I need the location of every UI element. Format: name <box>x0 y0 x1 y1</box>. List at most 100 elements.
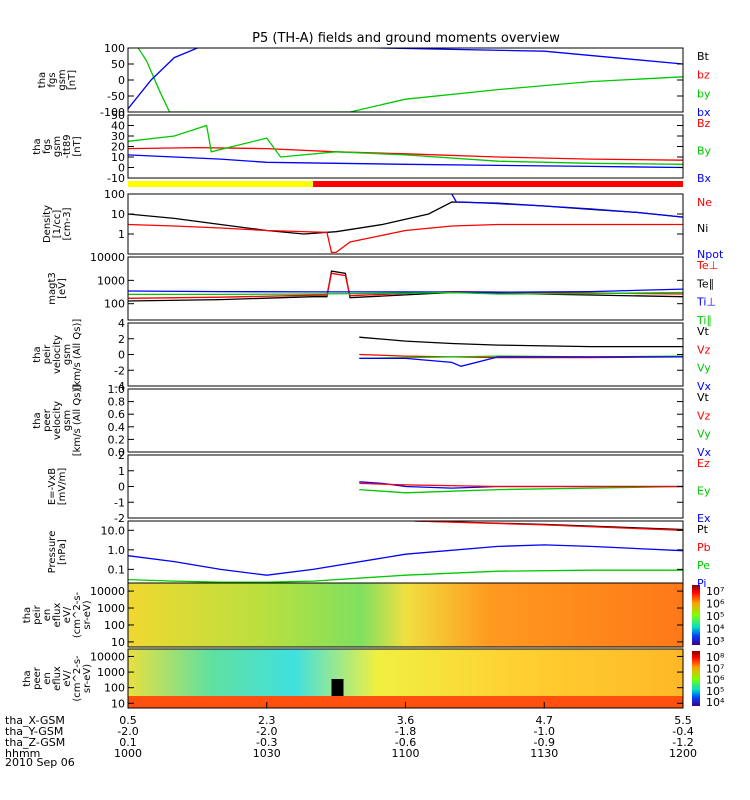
y-axis-label: eV/ <box>62 606 73 623</box>
y-axis-label: gsm <box>57 69 68 90</box>
y-tick-label: -2 <box>114 364 125 377</box>
legend-entry: Npot <box>697 248 724 261</box>
y-tick-label: 10000 <box>90 650 125 663</box>
series-line-Pe <box>128 569 683 583</box>
y-tick-label: 10000 <box>90 585 125 598</box>
legend-entry: Ex <box>697 512 711 525</box>
y-tick-label: 0.4 <box>108 421 126 434</box>
x-tick-label: 1030 <box>253 747 281 760</box>
colorbar-tick-label: 10⁵ <box>706 610 724 623</box>
panel-frame-fgs-gsm <box>127 47 684 113</box>
colorbar-peir-spectrogram <box>692 585 700 645</box>
series-group-fgs-gsm <box>128 48 683 112</box>
colorbar-tick-label: 10⁴ <box>706 623 725 636</box>
legend-entry: Vt <box>697 325 710 338</box>
y-tick-label: 10.0 <box>101 524 126 537</box>
y-tick-label: -100 <box>100 106 125 119</box>
quality-bar-good <box>128 181 313 187</box>
panel-frame-fgs-gse <box>127 114 684 179</box>
panel-frame-pressure <box>127 520 684 584</box>
y-axis-label: gsm <box>52 136 63 157</box>
y-axis-label: peir <box>42 344 53 364</box>
legend-entry: Ey <box>697 485 711 498</box>
y-tick-label: 100 <box>104 682 125 695</box>
y-axis-label: velocity <box>52 335 63 374</box>
series-line-Ne <box>128 223 683 254</box>
y-tick-label: 0.0 <box>108 446 126 459</box>
y-tick-label: 1000 <box>97 274 125 287</box>
y-tick-label: 10 <box>111 697 125 710</box>
y-axis-label: peer <box>32 666 43 690</box>
colorbar-tick-label: 10⁴ <box>706 696 725 709</box>
series-line-Ti⊥ <box>128 288 683 293</box>
legend-entry: Pt <box>697 523 709 536</box>
y-axis-label: Pressure <box>47 531 58 574</box>
y-tick-label: 1 <box>118 228 125 241</box>
y-tick-label: 100 <box>104 619 125 632</box>
y-axis-label: tha <box>37 72 48 88</box>
series-line-Pi <box>128 544 683 576</box>
legend-entry: Te⊥ <box>696 259 718 272</box>
legend-entry: Pe <box>697 559 710 572</box>
series-line-Ez <box>359 482 683 488</box>
y-tick-label: 10 <box>111 151 125 164</box>
spectrogram-peir-spectrogram <box>128 583 683 647</box>
legend-entry: Vx <box>697 380 712 393</box>
y-tick-label: 1.0 <box>108 383 126 396</box>
legend-entry: Ni <box>697 222 708 235</box>
x-tick-label: 1200 <box>669 747 697 760</box>
axes-layer <box>127 47 684 709</box>
series-line-Ti∥ <box>128 291 683 296</box>
legend-entry: Bt <box>697 50 710 63</box>
y-axis-label: tha <box>32 138 43 154</box>
y-tick-label: 1.0 <box>108 544 126 557</box>
panel-frame-peer-velocity <box>127 388 684 453</box>
y-axis-label: [nT] <box>72 136 83 156</box>
y-tick-label: 1000 <box>97 602 125 615</box>
series-line-Vt <box>359 336 683 348</box>
panel-frame-peir-velocity <box>127 322 684 387</box>
y-axis-label: en <box>42 609 53 622</box>
x-tick-label: 2.3 <box>258 714 276 727</box>
x-tick-label: -0.6 <box>395 736 416 749</box>
series-group-peir-velocity <box>359 336 683 367</box>
x-row-label: tha_X-GSM <box>5 714 65 727</box>
colorbar-peer-spectrogram <box>692 651 700 706</box>
series-line-Vx <box>359 356 683 367</box>
y-axis-label: velocity <box>52 401 63 440</box>
series-line-Ey <box>359 485 683 494</box>
y-tick-label: 2 <box>118 449 125 462</box>
x-tick-label: 1000 <box>114 747 142 760</box>
legend-entry: By <box>697 145 712 158</box>
y-tick-label: 100 <box>104 42 125 55</box>
x-row-label: tha_Y-GSM <box>5 725 63 738</box>
y-tick-label: 30 <box>111 130 125 143</box>
series-line-bx <box>128 48 683 110</box>
colorbar-tick-label: 10⁷ <box>706 585 724 598</box>
y-axis-label: [cm-3] <box>62 207 73 240</box>
y-tick-label: 20 <box>111 141 125 154</box>
colorbar-tick-label: 10⁷ <box>706 662 724 675</box>
x-tick-label: 0.5 <box>119 714 137 727</box>
x-tick-label: -1.0 <box>534 725 555 738</box>
series-group-fgs-gse <box>128 124 683 169</box>
x-tick-label: 1100 <box>392 747 420 760</box>
y-axis-label: fgs <box>47 72 58 87</box>
legend-entry: Bx <box>697 172 712 185</box>
y-axis-label: -tt89 <box>62 134 73 158</box>
y-tick-label: 1 <box>118 465 125 478</box>
y-tick-label: 50 <box>111 58 125 71</box>
y-axis-label: tha <box>32 412 43 428</box>
chart-title: P5 (TH-A) fields and ground moments over… <box>252 31 560 46</box>
series-line-Te∥ <box>128 270 683 302</box>
y-tick-label: 0 <box>118 162 125 175</box>
y-axis-label: [1/cc] <box>52 210 63 239</box>
series-line-Ni <box>128 201 683 235</box>
legend-entry: bz <box>697 69 710 82</box>
series-group-efield <box>359 481 683 494</box>
y-tick-label: 0 <box>118 349 125 362</box>
y-axis-label: (cm^2-s- <box>72 591 83 638</box>
legend-entry: Ti⊥ <box>696 296 716 309</box>
colorbar-tick-label: 10⁶ <box>706 674 725 687</box>
y-axis-label: fgs <box>42 139 53 154</box>
